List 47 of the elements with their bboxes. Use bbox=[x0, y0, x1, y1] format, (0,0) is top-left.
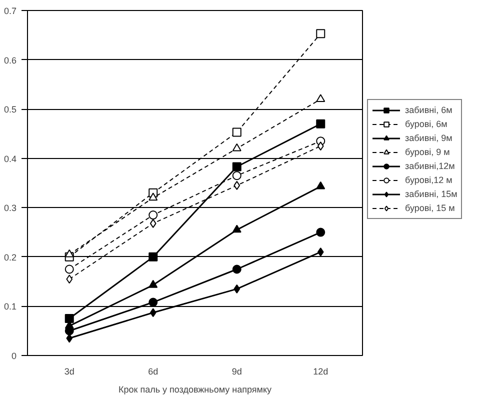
x-tick-label: 3d bbox=[64, 366, 74, 376]
legend-label: бурові, 15 м bbox=[405, 202, 455, 214]
x-tick-label: 6d bbox=[148, 366, 158, 376]
point bbox=[316, 119, 326, 128]
point bbox=[66, 274, 73, 284]
point bbox=[148, 210, 158, 220]
legend-label: забивні, 15м bbox=[405, 188, 458, 200]
x-axis-title: Крок паль у поздовжньому напрямку bbox=[118, 384, 272, 394]
y-tick-label: 0.1 bbox=[4, 302, 17, 312]
point bbox=[64, 249, 74, 258]
legend-label: забивні,12м bbox=[405, 160, 455, 172]
point bbox=[148, 298, 158, 307]
point bbox=[234, 180, 240, 190]
legend-label: бурові,12 м bbox=[405, 174, 452, 186]
point bbox=[148, 192, 158, 201]
point bbox=[148, 280, 158, 288]
point bbox=[64, 264, 74, 274]
point bbox=[232, 264, 242, 274]
point bbox=[317, 248, 324, 256]
point bbox=[64, 314, 74, 324]
point bbox=[232, 162, 242, 172]
point bbox=[316, 94, 326, 102]
legend-label: забивні, 6м bbox=[405, 104, 452, 116]
x-tick-label: 12d bbox=[313, 366, 328, 376]
y-tick-label: 0.3 bbox=[4, 203, 17, 214]
y-tick-label: 0.2 bbox=[4, 252, 17, 262]
x-tick-label: 9d bbox=[232, 366, 242, 376]
legend-label: забивні, 9м bbox=[405, 132, 452, 144]
point bbox=[150, 308, 156, 318]
point bbox=[232, 143, 242, 152]
point bbox=[316, 181, 326, 190]
point bbox=[232, 224, 242, 233]
y-tick-label: 0.7 bbox=[4, 6, 17, 16]
point bbox=[317, 142, 324, 151]
y-tick-label: 0.5 bbox=[4, 104, 17, 115]
y-tick-label: 0.6 bbox=[4, 55, 17, 66]
point bbox=[316, 29, 326, 38]
point bbox=[150, 218, 156, 228]
y-tick-label: 0.4 bbox=[4, 154, 17, 164]
point bbox=[234, 284, 240, 294]
point bbox=[148, 252, 158, 262]
y-tick-label: 0 bbox=[11, 351, 17, 361]
legend-label: бурові, 6м bbox=[405, 118, 448, 130]
point bbox=[316, 228, 326, 237]
legend-label: бурові, 9 м bbox=[405, 146, 450, 158]
point bbox=[232, 171, 242, 180]
point bbox=[232, 128, 242, 137]
